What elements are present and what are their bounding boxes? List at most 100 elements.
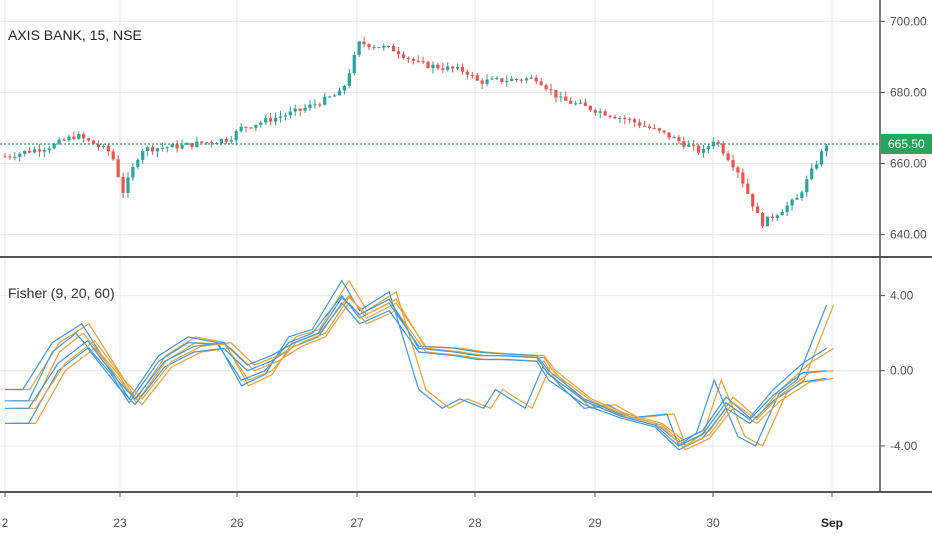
candle[interactable] <box>441 63 445 74</box>
candle[interactable] <box>362 36 366 48</box>
candle[interactable] <box>588 105 592 113</box>
candle[interactable] <box>190 142 194 151</box>
fisher-line[interactable] <box>5 279 828 447</box>
candle[interactable] <box>367 43 371 50</box>
candle[interactable] <box>244 126 248 133</box>
candle[interactable] <box>249 127 253 129</box>
candle[interactable] <box>760 211 765 229</box>
candle[interactable] <box>205 141 209 145</box>
candle[interactable] <box>731 154 735 171</box>
candle[interactable] <box>780 209 784 216</box>
candle[interactable] <box>574 101 578 106</box>
candle[interactable] <box>795 193 799 200</box>
candle[interactable] <box>293 105 297 117</box>
candle[interactable] <box>401 51 406 60</box>
candle[interactable] <box>667 132 671 141</box>
candle[interactable] <box>18 152 22 162</box>
candle[interactable] <box>544 83 548 92</box>
candle[interactable] <box>42 147 46 157</box>
candle[interactable] <box>150 145 155 155</box>
candle[interactable] <box>569 97 573 105</box>
candle[interactable] <box>47 146 51 154</box>
candle[interactable] <box>455 63 460 71</box>
candle[interactable] <box>514 78 519 83</box>
candle[interactable] <box>234 129 238 146</box>
candle[interactable] <box>165 146 169 153</box>
candle[interactable] <box>495 76 499 81</box>
candle[interactable] <box>254 124 258 132</box>
candle[interactable] <box>269 112 273 126</box>
candle[interactable] <box>736 165 740 178</box>
candle[interactable] <box>313 99 317 109</box>
candle[interactable] <box>387 45 391 49</box>
candle[interactable] <box>111 148 115 161</box>
candle[interactable] <box>490 76 494 81</box>
candle[interactable] <box>195 136 199 148</box>
candle[interactable] <box>608 114 612 119</box>
candle[interactable] <box>27 147 32 154</box>
candle[interactable] <box>746 178 750 195</box>
candle[interactable] <box>32 146 37 154</box>
candle[interactable] <box>392 43 396 52</box>
candle[interactable] <box>396 47 401 60</box>
fisher-line[interactable] <box>5 296 827 447</box>
candle[interactable] <box>160 142 165 152</box>
candle[interactable] <box>146 145 150 157</box>
candle[interactable] <box>751 193 755 211</box>
candle[interactable] <box>180 139 184 150</box>
candle[interactable] <box>185 141 189 145</box>
candle[interactable] <box>37 144 42 158</box>
fisher-line[interactable] <box>5 294 827 443</box>
candle[interactable] <box>800 190 804 201</box>
candle[interactable] <box>308 100 312 111</box>
candle[interactable] <box>210 140 214 148</box>
candle[interactable] <box>431 61 435 74</box>
candle[interactable] <box>283 112 287 121</box>
candle[interactable] <box>13 151 17 161</box>
candle[interactable] <box>372 44 376 51</box>
candle[interactable] <box>303 104 307 113</box>
candle[interactable] <box>500 77 504 84</box>
candle[interactable] <box>726 150 730 162</box>
candle[interactable] <box>593 108 597 116</box>
candle[interactable] <box>805 175 809 197</box>
fisher-signal-line[interactable] <box>12 296 834 447</box>
candle[interactable] <box>539 77 543 86</box>
candle[interactable] <box>323 92 327 106</box>
candle[interactable] <box>706 143 711 154</box>
candle[interactable] <box>278 111 283 123</box>
candle[interactable] <box>613 114 617 119</box>
candle[interactable] <box>480 78 484 90</box>
candle[interactable] <box>224 136 228 145</box>
candle[interactable] <box>446 62 450 72</box>
candle[interactable] <box>701 144 706 158</box>
candle[interactable] <box>554 89 558 103</box>
candle[interactable] <box>426 60 430 69</box>
candle[interactable] <box>106 143 110 157</box>
candle[interactable] <box>52 142 56 150</box>
candle[interactable] <box>352 51 356 76</box>
candle[interactable] <box>505 75 509 87</box>
candle[interactable] <box>101 144 105 150</box>
candle[interactable] <box>3 153 7 158</box>
candle[interactable] <box>411 57 415 65</box>
candle[interactable] <box>342 84 347 95</box>
candle[interactable] <box>436 62 440 71</box>
candle[interactable] <box>460 63 465 75</box>
candle[interactable] <box>819 149 824 167</box>
candle[interactable] <box>328 95 332 98</box>
candle[interactable] <box>347 68 351 88</box>
candle[interactable] <box>126 172 130 198</box>
candle[interactable] <box>155 147 160 158</box>
candle[interactable] <box>815 160 819 171</box>
candle[interactable] <box>623 115 627 125</box>
candle[interactable] <box>578 99 583 105</box>
candle[interactable] <box>633 117 637 127</box>
candle[interactable] <box>756 202 760 213</box>
candle[interactable] <box>264 115 268 125</box>
candle[interactable] <box>337 87 342 96</box>
candle[interactable] <box>131 163 135 181</box>
fisher-signal-line[interactable] <box>12 279 835 447</box>
candle[interactable] <box>485 74 489 87</box>
candle[interactable] <box>618 116 622 124</box>
